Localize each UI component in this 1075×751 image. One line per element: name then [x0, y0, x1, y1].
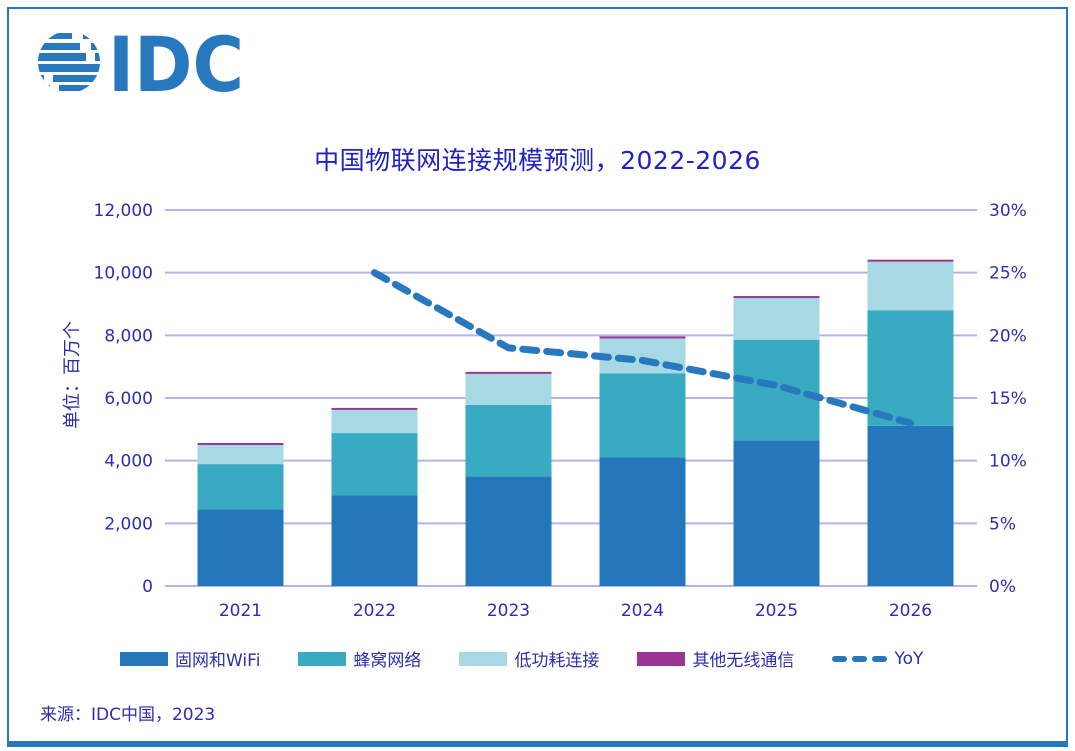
- x-axis-label: 2023: [487, 601, 530, 621]
- idc-logo-graphic: IDC: [38, 20, 244, 109]
- bar-segment-fixed-wifi: [599, 457, 686, 586]
- legend-label: 低功耗连接: [514, 651, 600, 671]
- fixed-wifi-swatch: [120, 651, 168, 666]
- x-axis-label: 2026: [889, 601, 932, 621]
- bar-segment-other-wireless: [733, 296, 820, 299]
- legend-item: YoY: [832, 649, 923, 669]
- legend-label: YoY: [894, 648, 924, 669]
- bar-segment-low-power: [197, 445, 284, 465]
- right-axis-tick-label: 0%: [989, 577, 1016, 597]
- left-axis-tick-label: 10,000: [94, 264, 153, 284]
- x-axis-label: 2021: [219, 601, 262, 621]
- other-wireless-swatch: [637, 651, 686, 666]
- idc-logo: IDC: [36, 20, 246, 109]
- right-axis-tick-label: 10%: [989, 452, 1027, 472]
- idc-logo-text: IDC: [108, 26, 244, 104]
- bar-segment-other-wireless: [599, 336, 686, 339]
- right-axis-tick-label: 25%: [989, 264, 1027, 284]
- bar-segment-fixed-wifi: [465, 476, 552, 586]
- legend-label: 固网和WiFi: [175, 651, 261, 671]
- globe-icon: [38, 33, 100, 91]
- bar-segment-cellular: [197, 464, 284, 510]
- yoy-dash-icon: [832, 655, 888, 662]
- left-axis-tick-label: 8,000: [104, 326, 153, 346]
- cellular-swatch: [298, 651, 347, 666]
- bar-segment-fixed-wifi: [331, 495, 418, 586]
- low-power-swatch: [459, 651, 508, 666]
- left-axis-tick-label: 2,000: [104, 514, 153, 534]
- left-axis-tick-label: 0: [142, 577, 153, 597]
- right-axis-tick-label: 5%: [989, 514, 1016, 534]
- bar-segment-cellular: [331, 433, 418, 496]
- y-axis-unit-label: 单位：百万个: [62, 321, 83, 429]
- legend-label: 蜂窝网络: [353, 651, 422, 671]
- legend-item: 蜂窝网络: [298, 646, 421, 671]
- x-axis-label: 2022: [353, 601, 396, 621]
- right-axis-tick-label: 30%: [989, 201, 1027, 221]
- bar-segment-low-power: [465, 373, 552, 405]
- bar-segment-low-power: [331, 409, 418, 434]
- bar-segment-other-wireless: [867, 259, 954, 262]
- left-axis-tick-label: 12,000: [94, 201, 153, 221]
- legend-item: 固网和WiFi: [120, 646, 260, 671]
- x-axis-label: 2024: [621, 601, 664, 621]
- bar-segment-fixed-wifi: [733, 440, 820, 586]
- bar-segment-fixed-wifi: [197, 509, 284, 586]
- legend-label: 其他无线通信: [692, 651, 795, 671]
- source-note: 来源：IDC中国，2023: [40, 705, 216, 725]
- legend-item: 其他无线通信: [637, 646, 794, 671]
- yoy-line: [371, 269, 914, 427]
- bar-segment-other-wireless: [465, 371, 552, 374]
- left-axis-tick-label: 4,000: [104, 452, 153, 472]
- bar-segment-low-power: [867, 261, 954, 311]
- bar-segment-cellular: [465, 404, 552, 477]
- bar-segment-cellular: [733, 339, 820, 441]
- bar-segment-cellular: [867, 310, 954, 426]
- bar-segment-low-power: [733, 298, 820, 340]
- bar-segment-fixed-wifi: [867, 425, 954, 586]
- right-axis-tick-label: 15%: [989, 389, 1027, 409]
- chart-legend: 固网和WiFi 蜂窝网络 低功耗连接 其他无线通信 YoY: [120, 646, 975, 671]
- bar-segment-cellular: [599, 373, 686, 458]
- bar-segment-other-wireless: [197, 443, 284, 445]
- legend-item: 低功耗连接: [459, 646, 599, 671]
- left-axis-tick-label: 6,000: [104, 389, 153, 409]
- chart-title: 中国物联网连接规模预测，2022-2026: [314, 146, 761, 175]
- x-axis-label: 2025: [755, 601, 798, 621]
- right-axis-tick-label: 20%: [989, 326, 1027, 346]
- bar-segment-other-wireless: [331, 407, 418, 410]
